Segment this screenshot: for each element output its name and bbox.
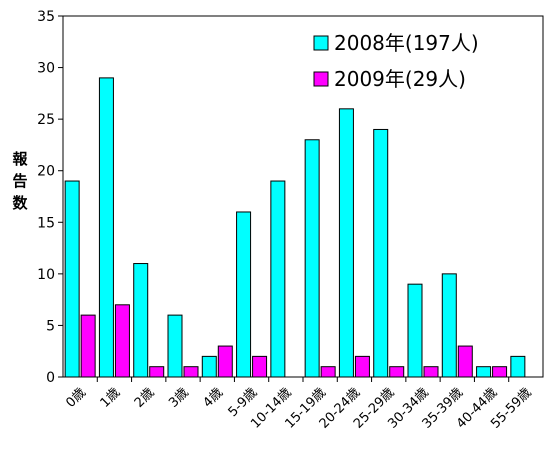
bar — [133, 263, 149, 378]
legend-swatch — [313, 35, 329, 51]
legend-label: 2008年(197人) — [334, 31, 479, 55]
bar — [217, 345, 233, 378]
bar — [457, 345, 473, 378]
bar — [201, 355, 217, 378]
y-tick-label: 0 — [46, 370, 55, 386]
bar — [389, 366, 405, 378]
bar — [80, 314, 96, 378]
bar — [236, 211, 252, 378]
x-tick-label: 4歳 — [200, 385, 226, 411]
bar — [476, 366, 492, 378]
legend-swatch — [313, 71, 329, 87]
y-tick-label: 20 — [37, 164, 55, 180]
bar — [64, 180, 80, 378]
bar — [510, 355, 526, 378]
y-tick-label: 15 — [37, 215, 55, 231]
legend-label: 2009年(29人) — [334, 67, 466, 91]
y-tick-label: 35 — [37, 9, 55, 25]
y-axis-label-char: 数 — [12, 194, 28, 212]
x-tick-label: 2歳 — [132, 385, 158, 411]
bar — [98, 77, 114, 378]
x-tick-label: 0歳 — [63, 385, 89, 411]
bar — [423, 366, 439, 378]
y-tick-label: 30 — [37, 61, 55, 77]
y-tick-label: 10 — [37, 267, 55, 283]
chart-axes: 0 5 10 15 20 25 30 35 — [37, 9, 544, 386]
bar — [167, 314, 183, 378]
x-tick-label: 3歳 — [166, 385, 192, 411]
bar — [320, 366, 336, 378]
chart-legend: 2008年(197人) 2009年(29人) — [313, 31, 479, 91]
bar — [114, 304, 130, 378]
bar — [373, 128, 389, 378]
bar — [354, 355, 370, 378]
bar — [252, 355, 268, 378]
y-axis-label-char: 告 — [12, 172, 27, 190]
bar — [492, 366, 508, 378]
y-axis-label-char: 報 — [12, 150, 28, 168]
bar — [441, 273, 457, 378]
chart-bars — [64, 77, 526, 378]
bar — [338, 108, 354, 378]
y-tick-label: 5 — [46, 318, 55, 334]
y-tick-label: 25 — [37, 112, 55, 128]
bar — [183, 366, 199, 378]
bar — [304, 139, 320, 378]
bar — [270, 180, 286, 378]
x-tick-label: 1歳 — [98, 385, 124, 411]
bar — [149, 366, 165, 378]
bar — [407, 283, 423, 378]
